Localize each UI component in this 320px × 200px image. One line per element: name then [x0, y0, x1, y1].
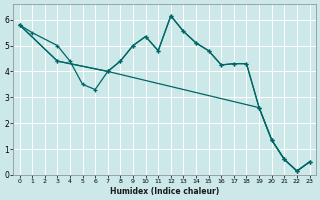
X-axis label: Humidex (Indice chaleur): Humidex (Indice chaleur)	[110, 187, 219, 196]
